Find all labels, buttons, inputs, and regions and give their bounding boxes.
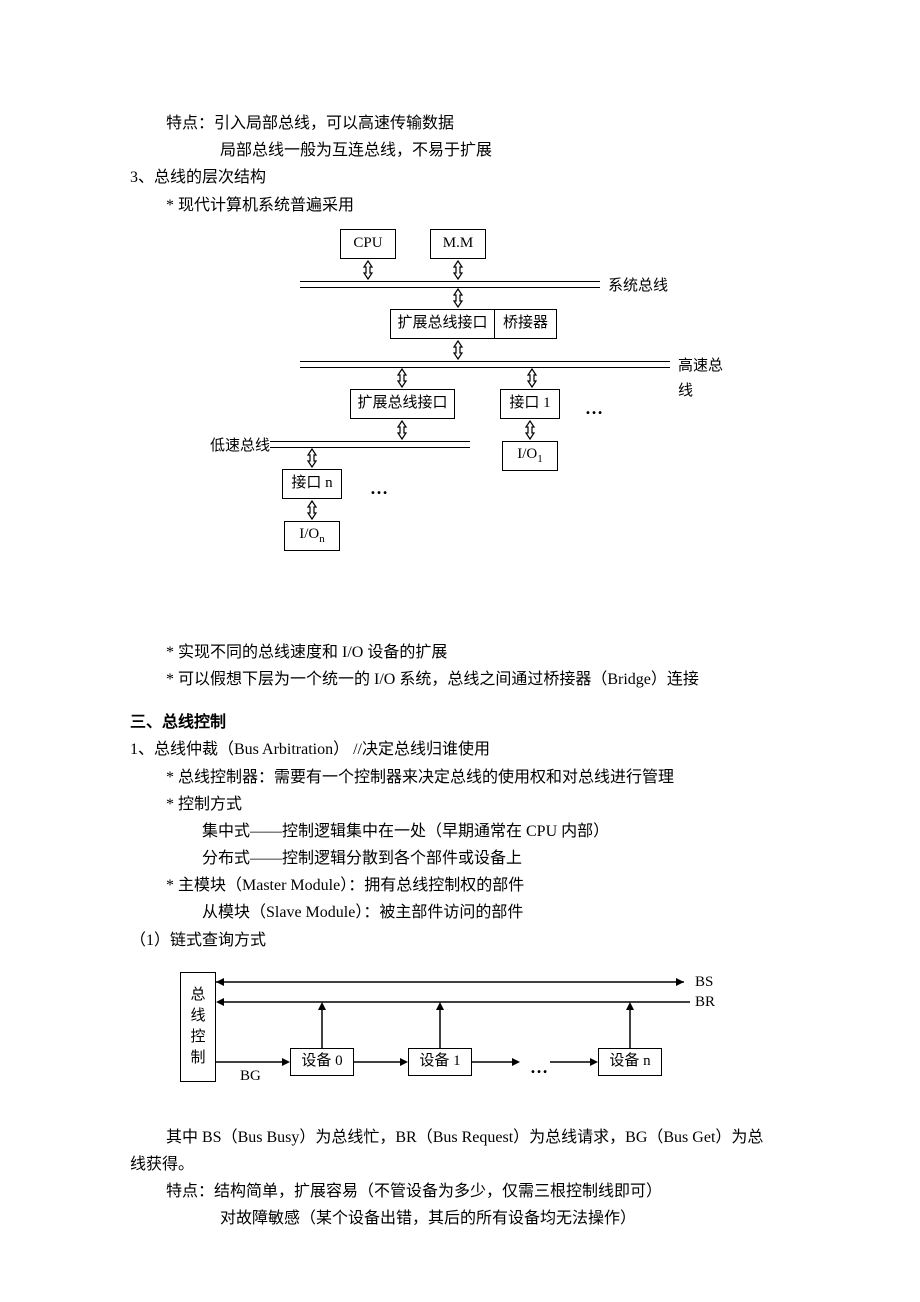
item-3-heading: 3、总线的层次结构 <box>130 164 790 191</box>
node-cpu: CPU <box>340 229 396 259</box>
feature-line-1: 特点：引入局部总线，可以高速传输数据 <box>130 110 790 137</box>
label-sys-bus: 系统总线 <box>608 274 668 300</box>
node-ifn: 接口 n <box>282 469 342 499</box>
node-bridge: 桥接器 <box>495 309 557 339</box>
ellipsis-devs: … <box>530 1052 548 1083</box>
node-if1: 接口 1 <box>500 389 560 419</box>
node-dev-1: 设备 1 <box>408 1048 472 1076</box>
sys-bus-line-2 <box>300 287 600 289</box>
bullet-centralized: 集中式——控制逻辑集中在一处（早期通常在 CPU 内部） <box>130 818 790 845</box>
arrow-lowbus-ifn <box>305 447 319 469</box>
para-explain-a: 其中 BS（Bus Busy）为总线忙，BR（Bus Request）为总线请求… <box>130 1124 790 1151</box>
bullet-controller: * 总线控制器：需要有一个控制器来决定总线的使用权和对总线进行管理 <box>130 764 790 791</box>
bullet-bridge: * 可以假想下层为一个统一的 I/O 系统，总线之间通过桥接器（Bridge）连… <box>130 666 790 693</box>
arrow-cpu-bus <box>361 259 375 281</box>
arrow-ifn-ion <box>305 499 319 521</box>
feature-line-2: 局部总线一般为互连总线，不易于扩展 <box>130 137 790 164</box>
daisy-chain-diagram: 总 线 控 制 BS BR 设备 0 设备 1 … 设备 n BG <box>180 964 740 1114</box>
bg-arrow-3 <box>550 1056 598 1068</box>
bullet-speed: * 实现不同的总线速度和 I/O 设备的扩展 <box>130 639 790 666</box>
para-explain-b: 线获得。 <box>130 1151 790 1178</box>
node-ext-if-2: 扩展总线接口 <box>350 389 455 419</box>
io1-text: I/O1 <box>517 442 543 469</box>
bg-arrow-1 <box>354 1056 408 1068</box>
sys-bus-line-1 <box>300 281 600 283</box>
node-dev-0: 设备 0 <box>290 1048 354 1076</box>
low-bus-line-1 <box>270 441 470 443</box>
node-mm: M.M <box>430 229 486 259</box>
bullet-master: * 主模块（Master Module）：拥有总线控制权的部件 <box>130 872 790 899</box>
arrow-sysbus-extif <box>451 287 465 309</box>
arrow-highbus-extif2 <box>395 367 409 389</box>
bus-hierarchy-diagram: CPU M.M 系统总线 扩展总线接口 桥接器 高速总线 扩展总线接口 接口 1… <box>190 229 730 629</box>
low-bus-line-2 <box>270 447 470 449</box>
node-io1: I/O1 <box>502 441 558 471</box>
label-low-bus: 低速总线 <box>210 434 270 460</box>
high-bus-line-1 <box>300 361 670 363</box>
item-arbitration: 1、总线仲裁（Bus Arbitration） //决定总线归谁使用 <box>130 736 790 763</box>
bg-arrow-0 <box>216 1056 290 1068</box>
node-dev-n: 设备 n <box>598 1048 662 1076</box>
ellipsis-2: … <box>370 473 388 504</box>
bg-arrow-2 <box>472 1056 520 1068</box>
section-3-heading: 三、总线控制 <box>130 709 790 736</box>
bullet-slave: 从模块（Slave Module）：被主部件访问的部件 <box>130 899 790 926</box>
arrow-if1-io1 <box>523 419 537 441</box>
br-line <box>216 996 690 1008</box>
high-bus-line-2 <box>300 367 670 369</box>
bullet-distributed: 分布式——控制逻辑分散到各个部件或设备上 <box>130 845 790 872</box>
subsection-chain: （1）链式查询方式 <box>130 927 790 954</box>
bullet-control-mode: * 控制方式 <box>130 791 790 818</box>
arrow-extif-highbus <box>451 339 465 361</box>
label-high-bus: 高速总线 <box>678 354 730 405</box>
devn-up-arrow <box>624 1002 636 1048</box>
bullet-modern: * 现代计算机系统普遍采用 <box>130 192 790 219</box>
arrow-highbus-if1 <box>525 367 539 389</box>
node-ion: I/On <box>284 521 340 551</box>
arrow-mm-bus <box>451 259 465 281</box>
dev0-up-arrow <box>316 1002 328 1048</box>
feature-fault: 对故障敏感（某个设备出错，其后的所有设备均无法操作） <box>130 1205 790 1232</box>
bs-line <box>216 976 690 988</box>
label-br: BR <box>695 990 715 1016</box>
ellipsis-1: … <box>585 393 603 424</box>
feature-simple: 特点：结构简单，扩展容易（不管设备为多少，仅需三根控制线即可） <box>130 1178 790 1205</box>
dev1-up-arrow <box>434 1002 446 1048</box>
arrow-extif2-lowbus <box>395 419 409 441</box>
node-ext-if-1: 扩展总线接口 <box>390 309 495 339</box>
node-bus-ctrl: 总 线 控 制 <box>180 972 216 1082</box>
ion-text: I/On <box>299 522 325 549</box>
